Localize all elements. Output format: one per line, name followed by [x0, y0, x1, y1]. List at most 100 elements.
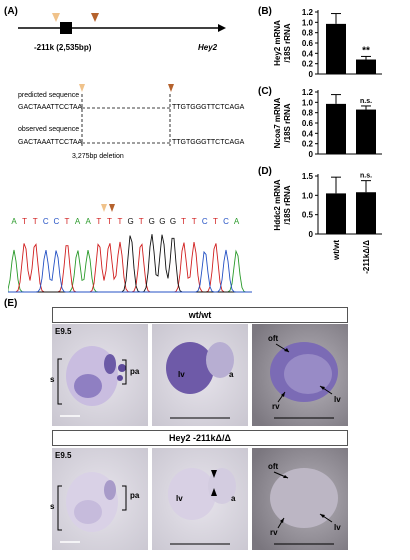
panel-label-b: (B) [258, 6, 272, 17]
chromatogram-base: A [234, 217, 240, 226]
chromatogram-trace-T [8, 241, 252, 293]
chromatogram-trace-C [8, 249, 252, 293]
bar [326, 103, 346, 154]
gene-label: Hey2 [198, 43, 218, 52]
bar-chart-b: 00.2 0.40.60.8 1.01.2 Hey2 mRNA/18S rRNA ** [273, 8, 382, 79]
chromatogram-base: T [22, 217, 27, 226]
y-tick-label: 0.8 [302, 109, 314, 118]
y-tick-label: 0.8 [302, 29, 314, 38]
bar [326, 23, 346, 75]
chromatogram-base: C [223, 217, 229, 226]
locus-diagram [18, 13, 226, 34]
row2-images [52, 448, 348, 550]
chromatogram-base: C [54, 217, 60, 226]
bar [356, 59, 376, 74]
observed-left-seq: GACTAAATTCCTAA [18, 139, 83, 146]
row1-a-label: a [229, 370, 234, 379]
y-tick-label: 0.2 [302, 60, 314, 69]
y-tick-label: 0.4 [302, 129, 314, 138]
y-tick-label: 0.6 [302, 119, 314, 128]
row1-stage: E9.5 [55, 327, 72, 336]
row1-images [52, 324, 348, 426]
y-axis-label: Hey2 mRNA/18S rRNA [273, 20, 292, 66]
significance-label: n.s. [360, 98, 372, 105]
deletion-start-marker [52, 13, 60, 22]
predicted-left-seq: GACTAAATTCCTAA [18, 104, 83, 111]
chromatogram-base: T [33, 217, 38, 226]
chromatogram-base: C [43, 217, 49, 226]
row2-rv-label: rv [270, 528, 278, 537]
chromatogram-base: A [86, 217, 92, 226]
chromatogram-base: T [139, 217, 144, 226]
y-tick-label: 0.5 [302, 211, 314, 220]
seq-start-marker [79, 84, 85, 92]
observed-right-seq: TTGTGGGTTCTCAGA [172, 139, 245, 146]
y-tick-label: 1.2 [302, 8, 314, 17]
row2-title-box: Hey2 -211kΔ/Δ [52, 430, 348, 446]
bar-chart-c: 00.2 0.40.60.8 1.01.2 Ncoa7 mRNA/18S rRNA n.… [273, 88, 382, 159]
y-tick-label: 0.4 [302, 49, 314, 58]
chromatogram-base: T [65, 217, 70, 226]
y-tick-label: 0.2 [302, 140, 314, 149]
chromatogram-base: T [118, 217, 123, 226]
row1-oft-label: oft [268, 334, 279, 343]
chromatogram-base: A [11, 217, 17, 226]
row1-pa-label: pa [130, 367, 140, 376]
significance-label: ** [362, 45, 370, 56]
alignment-lines [79, 84, 174, 146]
gene-arrow [218, 24, 226, 32]
row1-title-box: wt/wt [52, 307, 348, 323]
chromatogram-base: G [159, 217, 165, 226]
row2-lv-label: lv [176, 494, 183, 503]
category-label: -211kΔ/Δ [362, 240, 371, 274]
row2-pa-label: pa [130, 491, 140, 500]
category-label: wt/wt [332, 240, 341, 261]
y-tick-label: 1.2 [302, 88, 314, 97]
significance-label: n.s. [360, 173, 372, 180]
locus-left-label: -211k (2,535bp) [34, 43, 92, 52]
y-tick-label: 0 [309, 150, 314, 159]
panel-label-e: (E) [4, 298, 18, 309]
bar [356, 109, 376, 154]
row1-lv2-label: lv [334, 395, 341, 404]
chromatogram-base: T [96, 217, 101, 226]
chromatogram-base: A [75, 217, 81, 226]
row2-s-label: s [50, 502, 55, 511]
row1-lv-label: lv [178, 370, 185, 379]
panel-label-a: (A) [4, 6, 18, 17]
chromatogram-base: G [127, 217, 133, 226]
y-axis-label: Ncoa7 mRNA/18S rRNA [273, 97, 292, 148]
row1-rv-label: rv [272, 402, 280, 411]
enhancer-box [60, 22, 72, 34]
y-tick-label: 0 [309, 230, 314, 239]
row1-s-label: s [50, 375, 55, 384]
y-tick-label: 1.5 [302, 172, 314, 181]
seq-end-marker [168, 84, 174, 92]
row2-title: Hey2 -211kΔ/Δ [169, 433, 231, 443]
deletion-label: 3,275bp deletion [72, 153, 124, 160]
chromatogram-base: T [213, 217, 218, 226]
row2-stage: E9.5 [55, 451, 72, 460]
chromatogram-base: C [202, 217, 208, 226]
y-tick-label: 0 [309, 70, 314, 79]
row2-lv2-label: lv [334, 523, 341, 532]
observed-title: observed sequence [18, 126, 80, 133]
deletion-end-marker [91, 13, 99, 22]
chromo-start-marker [101, 204, 107, 212]
row2-oft-label: oft [268, 462, 279, 471]
panel-label-c: (C) [258, 86, 272, 97]
chromatogram-base: T [107, 217, 112, 226]
panel-label-d: (D) [258, 166, 272, 177]
chromo-end-marker [109, 204, 115, 212]
y-tick-label: 1.0 [302, 98, 314, 107]
chromatogram-base: G [170, 217, 176, 226]
chromatogram-trace-G [8, 234, 252, 293]
predicted-right-seq: TTGTGGGTTCTCAGA [172, 104, 245, 111]
y-tick-label: 1.0 [302, 18, 314, 27]
bar [326, 193, 346, 234]
y-tick-label: 1.0 [302, 191, 314, 200]
chromatogram-base: G [149, 217, 155, 226]
row2-a-label: a [231, 494, 236, 503]
bar-chart-d: 0 0.5 1.0 1.5 Hddc2 mRNA/18S rRNA n.s. wt/wt -2… [273, 172, 382, 274]
